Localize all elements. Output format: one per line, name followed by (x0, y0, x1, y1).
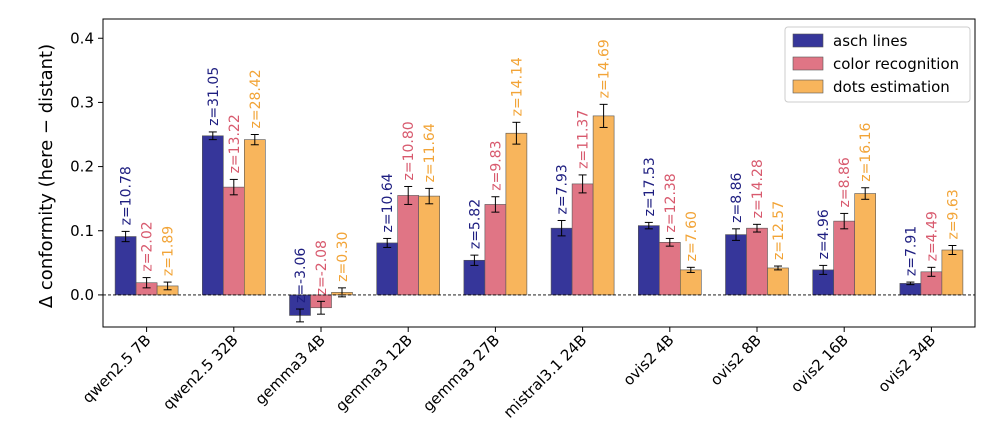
z-score-label: z=7.93 (555, 164, 571, 214)
z-score-label: z=0.30 (335, 232, 351, 282)
z-score-label: z=9.83 (488, 140, 504, 190)
z-score-label: z=31.05 (206, 67, 222, 126)
z-score-label: z=14.28 (750, 159, 766, 218)
z-score-label: z=14.14 (509, 57, 525, 116)
z-labels-layer: z=10.78 z=2.02 z=1.89 z=31.05 z=13.22 z=28.42… (119, 39, 962, 303)
bar (376, 242, 399, 296)
y-axis: 0.0 0.1 0.2 0.3 0.4 (70, 29, 103, 304)
legend-swatch (792, 56, 824, 71)
x-tick-label: qwen2.5 7B (79, 331, 155, 407)
x-tick-label: ovis2 4B (620, 331, 678, 389)
bar (223, 186, 245, 296)
legend-frame (784, 26, 971, 103)
y-tick-label: 0.1 (70, 222, 94, 240)
bar (202, 135, 224, 296)
bar (592, 115, 615, 296)
bar (550, 227, 573, 296)
x-axis: qwen2.5 7B qwen2.5 32B gemma3 4B gemma3 12B… (79, 327, 939, 422)
z-score-label: z=8.86 (837, 157, 853, 207)
y-tick-label: 0.0 (70, 286, 94, 304)
z-score-label: z=4.49 (924, 211, 940, 261)
legend-label: asch lines (833, 32, 908, 50)
bar (571, 183, 594, 296)
z-score-label: z=1.89 (161, 226, 177, 276)
z-score-label: z=10.80 (401, 121, 417, 180)
legend-label: dots estimation (833, 78, 950, 96)
x-tick-label: qwen2.5 32B (159, 331, 241, 413)
bar (418, 195, 441, 296)
z-score-label: z=10.78 (119, 166, 135, 225)
z-score-label: z=17.53 (642, 157, 658, 216)
bars-layer (114, 103, 964, 323)
z-score-label: z=7.60 (684, 211, 700, 261)
bar (854, 193, 877, 296)
z-score-label: z=10.64 (380, 173, 396, 232)
bar (725, 234, 747, 296)
z-score-label: z=2.02 (140, 221, 156, 271)
y-tick-label: 0.2 (70, 158, 94, 176)
x-tick-label: gemma3 4B (252, 331, 329, 408)
z-score-label: z=8.86 (729, 172, 745, 222)
z-score-label: z=12.38 (663, 173, 679, 232)
bar (746, 227, 768, 296)
legend-swatch (792, 79, 824, 94)
bar (397, 195, 420, 296)
z-score-label: z=-2.08 (314, 240, 330, 295)
x-tick-label: gemma3 12B (332, 331, 416, 415)
y-tick-label: 0.3 (70, 93, 94, 111)
bar (637, 225, 660, 296)
z-score-label: z=7.91 (903, 226, 919, 276)
z-score-label: z=5.82 (467, 199, 483, 249)
x-tick-label: mistral3.1 24B (500, 331, 591, 422)
z-score-label: z=11.37 (576, 110, 592, 169)
z-score-label: z=28.42 (248, 69, 264, 128)
z-score-label: z=4.96 (816, 209, 832, 259)
bar (484, 204, 507, 296)
x-tick-label: ovis2 8B (707, 331, 765, 389)
bar (505, 132, 528, 296)
z-score-label: z=14.69 (597, 39, 613, 98)
bar (114, 236, 137, 296)
legend-swatch (792, 33, 824, 48)
bar (679, 269, 702, 296)
z-score-label: z=9.63 (945, 189, 961, 239)
z-score-label: z=11.64 (422, 123, 438, 182)
legend: asch lines color recognition dots estimati… (784, 26, 971, 103)
bar (658, 242, 681, 296)
x-tick-label: ovis2 16B (787, 331, 852, 396)
y-tick-label: 0.4 (70, 29, 94, 47)
x-tick-label: ovis2 34B (874, 331, 939, 396)
y-axis-label: Δ conformity (here − distant) (36, 44, 57, 308)
bar (767, 267, 789, 296)
z-score-label: z=-3.06 (293, 248, 309, 303)
z-score-label: z=12.57 (771, 201, 787, 260)
plot-frame (102, 18, 976, 328)
x-tick-label: gemma3 27B (419, 331, 503, 415)
bar (941, 249, 964, 296)
z-score-label: z=13.22 (227, 114, 243, 173)
bar (244, 139, 266, 296)
legend-label: color recognition (833, 55, 959, 73)
bar (833, 220, 856, 296)
z-score-label: z=16.16 (858, 123, 874, 182)
